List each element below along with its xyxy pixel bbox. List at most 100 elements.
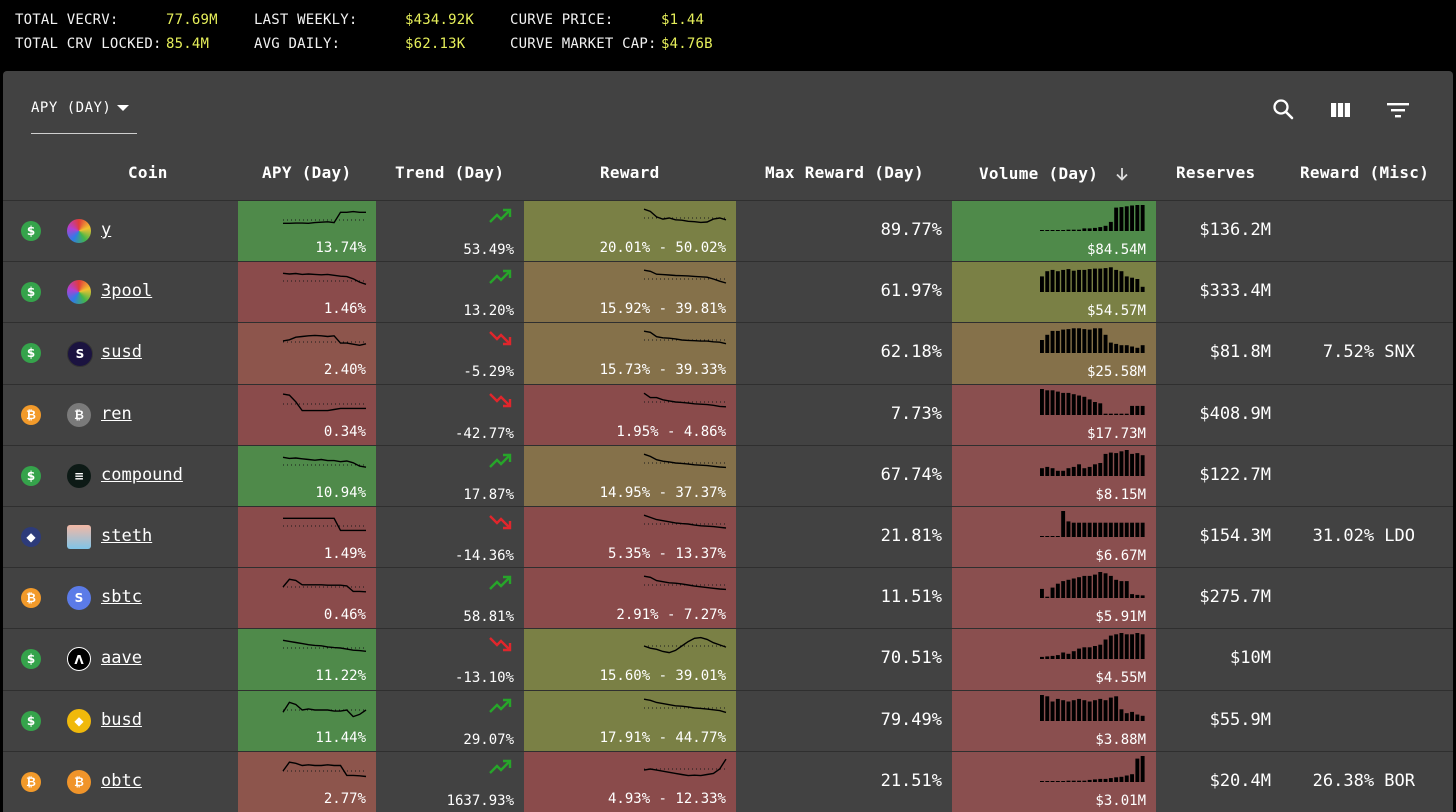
coin-link[interactable]: 3pool <box>101 281 153 302</box>
coin-ren-icon: ₿ <box>67 402 91 427</box>
volume-bar <box>1098 328 1103 354</box>
coin-link[interactable]: ren <box>101 403 132 424</box>
volume-bar <box>1087 228 1092 231</box>
col-header-coin[interactable]: Coin <box>128 163 168 182</box>
volume-bar <box>1050 389 1055 415</box>
volume-bar <box>1040 694 1044 721</box>
search-icon <box>1273 99 1294 120</box>
trend-down-head <box>503 337 512 346</box>
volume-bar <box>1098 227 1103 231</box>
coin-steth-icon <box>67 525 91 549</box>
apy-sparkline <box>282 640 367 653</box>
total-crv-locked-label: TOTAL CRV LOCKED: <box>15 36 162 52</box>
volume-bar <box>1061 230 1066 231</box>
table-row[interactable]: $ y 13.74% 53.49% 20.01% - 50.02% 89.77% $84.5… <box>3 200 1453 262</box>
col-header-reward-misc[interactable]: Reward (Misc) <box>1300 163 1430 182</box>
volume-bar <box>1098 572 1103 599</box>
reward-sparkline <box>643 637 727 654</box>
col-header-apy[interactable]: APY (Day) <box>262 163 352 182</box>
table-row[interactable]: $ ≡ compound 10.94% 17.87% 14.95% - 37.37% 67.… <box>3 444 1453 507</box>
currency-badge-usd: $ <box>21 282 41 303</box>
reserves-cell: $136.2M <box>1156 201 1281 262</box>
col-header-trend[interactable]: Trend (Day) <box>395 163 505 182</box>
trend-cell: 29.07% <box>376 691 524 752</box>
volume-bar <box>1077 522 1081 537</box>
apy-cell: 2.77% <box>238 751 376 812</box>
volume-cell: $17.73M <box>952 384 1156 446</box>
apy-value: 2.77% <box>323 790 366 807</box>
volume-bar <box>1061 780 1066 782</box>
volume-bar <box>1045 466 1050 476</box>
col-header-reward[interactable]: Reward <box>600 163 660 182</box>
reserves-value: $55.9M <box>1209 709 1271 730</box>
reward-sparkline-line <box>643 514 727 529</box>
volume-cell: $3.88M <box>952 690 1156 752</box>
coin-link[interactable]: compound <box>101 464 183 485</box>
reward-misc-cell: 31.02% LDO <box>1293 507 1453 568</box>
table-row[interactable]: $ ◆ busd 11.44% 29.07% 17.91% - 44.77% 79.49% $… <box>3 689 1453 752</box>
volume-bar <box>1130 205 1134 231</box>
coin-link[interactable]: y <box>101 220 112 240</box>
reward-cell: 4.93% - 12.33% <box>524 751 736 812</box>
coin-link[interactable]: busd <box>101 709 142 730</box>
volume-bar <box>1108 522 1113 537</box>
volume-bar <box>1040 536 1044 537</box>
apy-sparkline-line <box>283 517 366 532</box>
volume-bar <box>1130 405 1134 415</box>
coin-link[interactable]: obtc <box>101 770 142 791</box>
col-header-reserves[interactable]: Reserves <box>1176 163 1256 182</box>
volume-bar <box>1140 634 1145 660</box>
reward-sparkline-line <box>643 637 727 654</box>
max-reward-cell: 89.77% <box>736 201 952 262</box>
max-reward-cell: 79.49% <box>736 691 952 752</box>
reward-value: 14.95% - 37.37% <box>599 484 726 501</box>
coin-busd-icon: ◆ <box>67 708 91 733</box>
table-row[interactable]: ₿ ₿ ren 0.34% -42.77% 1.95% - 4.86% 7.73% $17.7… <box>3 383 1453 446</box>
volume-cell: $84.54M <box>952 201 1156 262</box>
col-header-max-reward[interactable]: Max Reward (Day) <box>765 163 924 182</box>
volume-bar <box>1140 405 1145 415</box>
trending-up-icon <box>489 208 512 223</box>
volume-bar <box>1114 634 1119 660</box>
volume-bar <box>1093 646 1097 660</box>
columns-button[interactable] <box>1326 95 1356 125</box>
col-header-volume[interactable]: Volume (Day) <box>979 163 1130 183</box>
total-crv-locked-value: 85.4M <box>166 36 210 52</box>
reward-sparkline-line <box>643 758 727 777</box>
trend-value: 13.20% <box>463 303 514 320</box>
max-reward-cell: 11.51% <box>736 568 952 629</box>
trend-up-head <box>503 759 512 768</box>
volume-bar <box>1071 393 1076 415</box>
volume-bar <box>1071 522 1076 537</box>
currency-badge-usd: $ <box>21 465 41 486</box>
reserves-cell: $154.3M <box>1156 507 1281 568</box>
filter-list-icon <box>1387 103 1409 118</box>
trend-up-line <box>489 576 511 591</box>
reward-cell: 15.60% - 39.01% <box>524 629 736 691</box>
filter-button[interactable] <box>1383 95 1413 125</box>
apy-sparkline-line <box>282 335 367 347</box>
table-row[interactable]: ₿ ₿ obtc 2.77% 1637.93% 4.93% - 12.33% 21.51% $… <box>3 750 1453 812</box>
coin-link[interactable]: steth <box>101 526 153 546</box>
coin-link[interactable]: susd <box>101 342 142 363</box>
volume-bars <box>1040 511 1145 537</box>
volume-bar <box>1108 452 1113 476</box>
search-button[interactable] <box>1269 95 1299 125</box>
coin-link[interactable]: sbtc <box>101 587 142 608</box>
volume-bar <box>1119 413 1124 415</box>
apy-cell: 0.46% <box>238 568 376 630</box>
currency-badge-usd: $ <box>21 221 41 241</box>
coin-link[interactable]: aave <box>101 648 142 669</box>
volume-bar <box>1130 594 1134 599</box>
volume-bar <box>1135 279 1140 293</box>
view-select[interactable]: APY (DAY) <box>31 99 137 134</box>
table-row[interactable]: $3pool 1.46% 13.20% 15.92% - 39.81% 61.97% $5… <box>3 261 1453 324</box>
table-row[interactable]: ◆ steth 1.49% -14.36% 5.35% - 13.37% 21.81% $6… <box>3 506 1453 568</box>
max-reward-value: 11.51% <box>880 587 942 608</box>
reserves-cell: $55.9M <box>1156 691 1281 752</box>
trend-cell: 1637.93% <box>376 752 524 812</box>
volume-bar <box>1082 699 1087 721</box>
